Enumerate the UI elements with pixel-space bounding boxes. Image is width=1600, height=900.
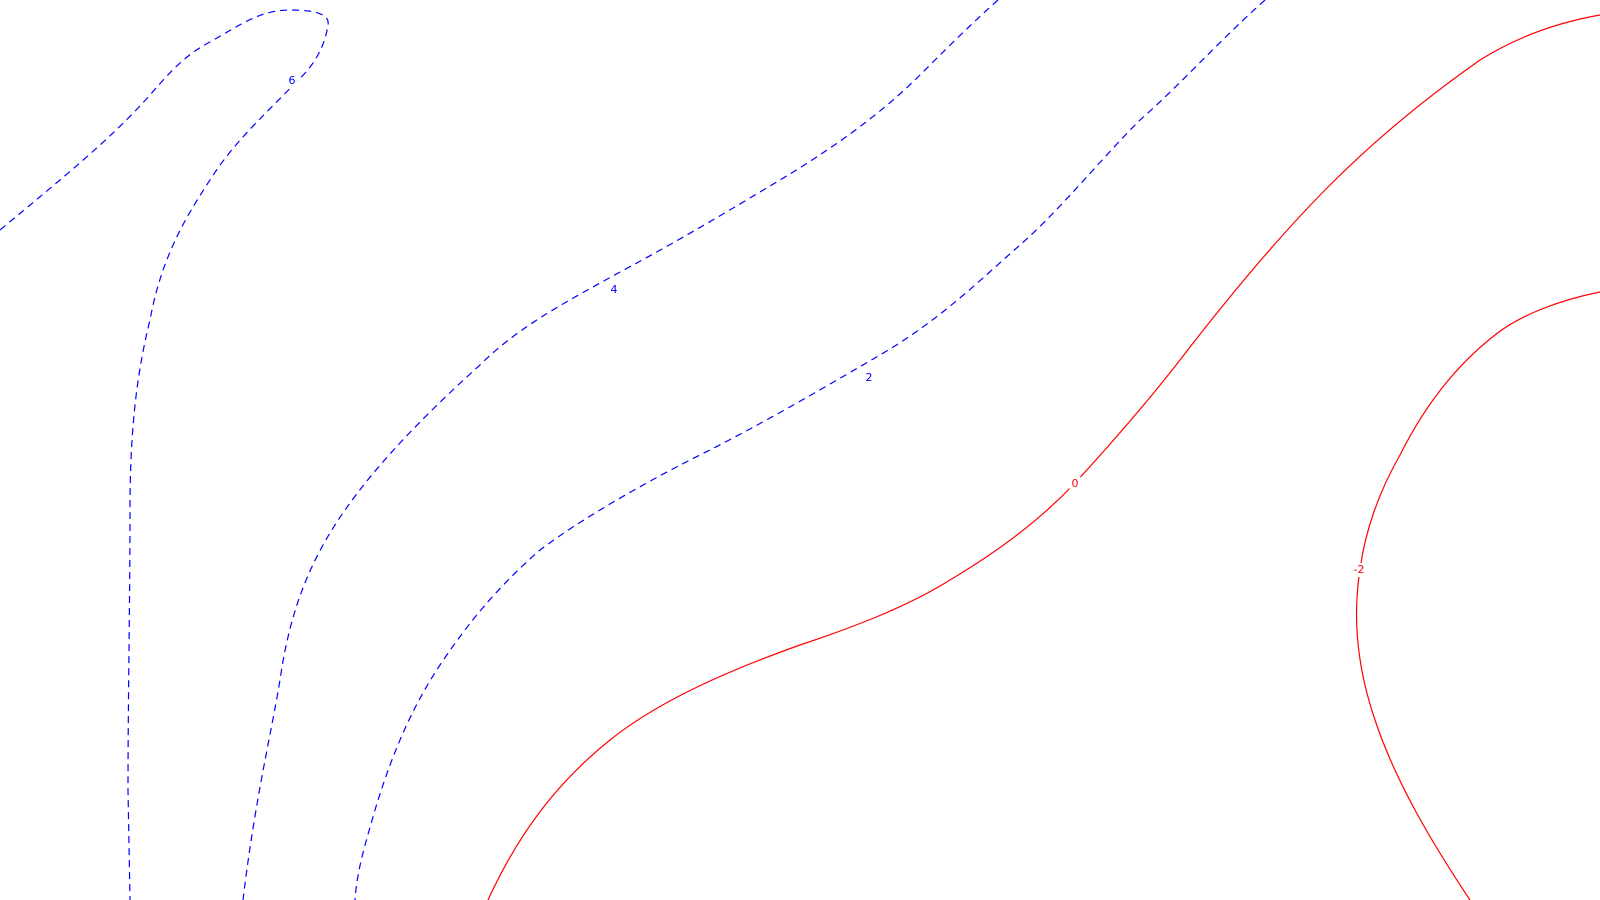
contour-label-neg2: -2 [1354, 563, 1365, 576]
contour-line-level-0 [487, 14, 1600, 900]
contour-label-4: 4 [611, 283, 618, 296]
contour-labels: 6 4 2 0 -2 [286, 74, 1368, 577]
contour-line-level-6 [0, 9, 329, 900]
contour-line-level-2 [354, 0, 1266, 900]
contour-label-background [1350, 563, 1368, 577]
contour-label-background [863, 371, 875, 385]
contour-label-background [1069, 477, 1081, 491]
contour-line-level-neg2 [1355, 291, 1600, 900]
contour-label-background [286, 74, 298, 88]
contour-label-0: 0 [1072, 477, 1079, 490]
contour-label-6: 6 [289, 74, 296, 87]
contour-line-level-4 [242, 0, 999, 900]
contour-label-background [608, 283, 620, 297]
contour-label-2: 2 [866, 371, 873, 384]
